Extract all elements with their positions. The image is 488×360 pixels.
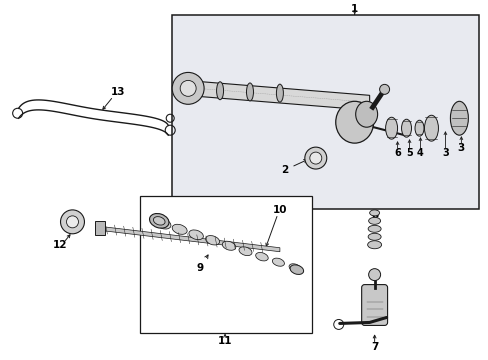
Ellipse shape (369, 210, 379, 216)
Ellipse shape (424, 115, 438, 141)
Ellipse shape (309, 152, 321, 164)
Text: 6: 6 (393, 148, 400, 158)
Ellipse shape (401, 119, 411, 137)
Circle shape (61, 210, 84, 234)
Ellipse shape (246, 83, 253, 101)
Ellipse shape (367, 225, 380, 232)
Text: 10: 10 (272, 205, 286, 215)
Ellipse shape (205, 235, 219, 245)
Text: 12: 12 (53, 240, 68, 250)
Ellipse shape (155, 219, 171, 229)
Text: 5: 5 (406, 148, 412, 158)
Ellipse shape (255, 252, 268, 261)
Ellipse shape (368, 217, 380, 224)
Ellipse shape (385, 117, 397, 139)
Ellipse shape (288, 264, 300, 271)
Circle shape (368, 269, 380, 280)
Bar (140, 196, 311, 333)
Text: 11: 11 (217, 336, 232, 346)
Circle shape (180, 80, 196, 96)
Polygon shape (185, 80, 369, 110)
Polygon shape (95, 226, 279, 252)
Circle shape (379, 84, 389, 94)
Text: 1: 1 (350, 4, 358, 14)
Ellipse shape (272, 258, 284, 266)
Ellipse shape (239, 247, 251, 256)
Text: 4: 4 (416, 148, 423, 158)
Polygon shape (95, 221, 105, 235)
Text: 3: 3 (457, 143, 464, 153)
Ellipse shape (188, 230, 203, 240)
Ellipse shape (172, 224, 187, 234)
Ellipse shape (355, 101, 377, 127)
Ellipse shape (304, 147, 326, 169)
Text: 2: 2 (281, 159, 306, 175)
Text: 9: 9 (196, 255, 207, 273)
Ellipse shape (335, 101, 373, 143)
Ellipse shape (414, 120, 423, 136)
Ellipse shape (289, 265, 303, 274)
Ellipse shape (222, 241, 235, 250)
Text: 3: 3 (441, 148, 448, 158)
Ellipse shape (367, 241, 381, 249)
Circle shape (66, 216, 78, 228)
Circle shape (172, 72, 203, 104)
Text: 13: 13 (111, 87, 125, 97)
Ellipse shape (367, 233, 380, 240)
Ellipse shape (149, 213, 169, 228)
Ellipse shape (449, 101, 468, 135)
Bar (172, 15, 478, 209)
Ellipse shape (216, 82, 223, 100)
Ellipse shape (276, 84, 283, 102)
FancyBboxPatch shape (361, 285, 387, 325)
Text: 7: 7 (370, 342, 378, 352)
Ellipse shape (153, 217, 165, 225)
Text: 8: 8 (370, 210, 378, 220)
